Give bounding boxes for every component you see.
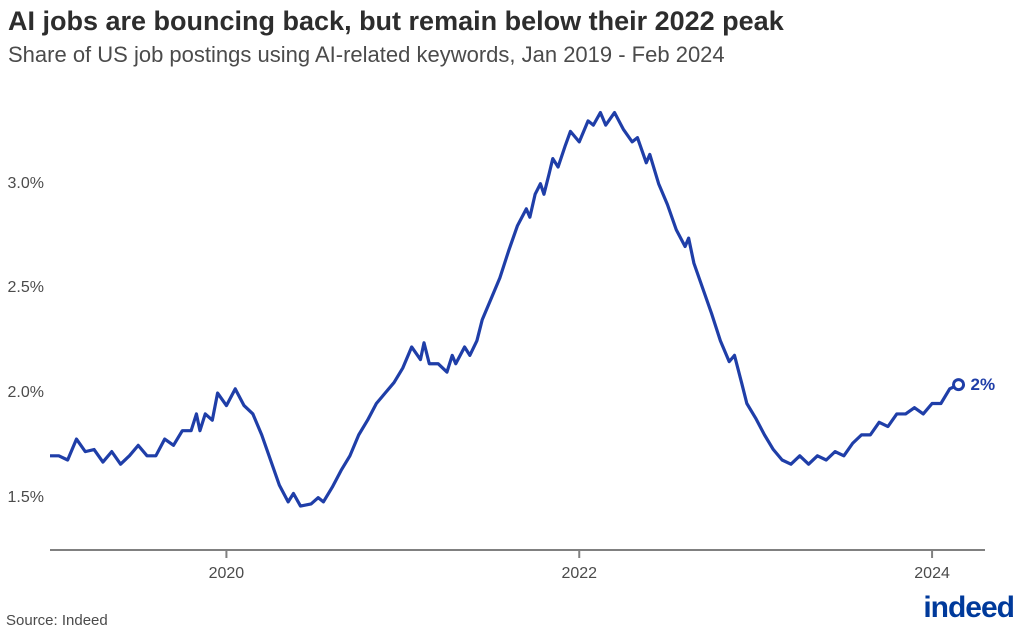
y-tick-label: 2.5% (0, 279, 44, 297)
data-series-line (50, 113, 959, 506)
x-tick-marks (226, 550, 932, 558)
x-tick-label: 2020 (209, 565, 245, 583)
source-text: Source: Indeed (6, 612, 108, 629)
line-chart (50, 90, 985, 560)
y-tick-label: 3.0% (0, 175, 44, 193)
chart-subtitle: Share of US job postings using AI-relate… (8, 42, 725, 68)
x-tick-label: 2022 (561, 565, 597, 583)
logo-text: indeed (923, 591, 1014, 624)
y-tick-label: 2.0% (0, 384, 44, 402)
chart-container: { "title": "AI jobs are bouncing back, b… (0, 0, 1024, 633)
chart-title: AI jobs are bouncing back, but remain be… (8, 6, 784, 37)
end-marker (954, 380, 964, 390)
x-tick-label: 2024 (914, 565, 950, 583)
indeed-logo: indeed (923, 591, 1014, 625)
end-value-label: 2% (971, 375, 996, 395)
y-tick-label: 1.5% (0, 489, 44, 507)
